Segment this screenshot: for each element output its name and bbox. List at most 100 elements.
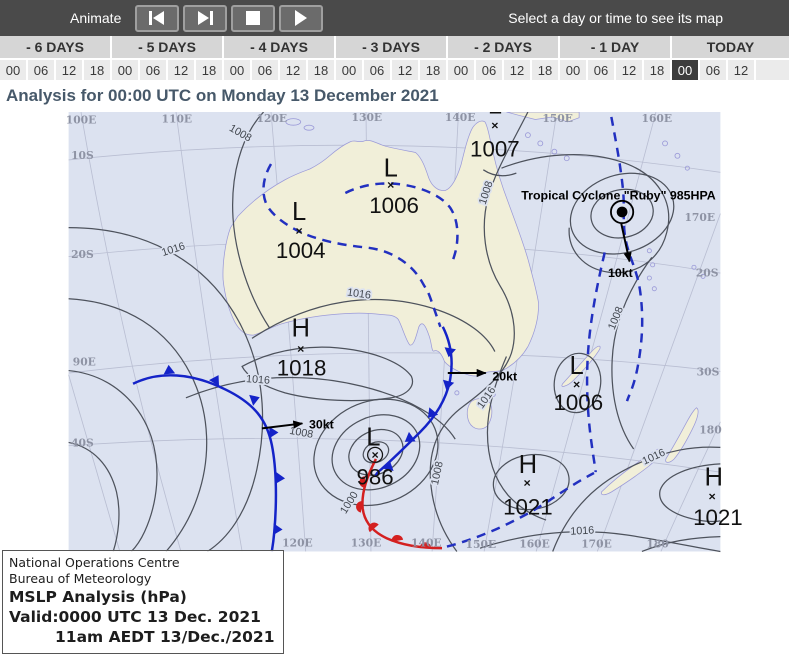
credit-line: National Operations Centre [9, 555, 180, 570]
analysis-heading-bar: Analysis for 00:00 UTC on Monday 13 Dece… [0, 80, 789, 112]
coord-label: 130E [352, 112, 383, 124]
time-cell[interactable]: 06 [588, 60, 614, 80]
time-cell[interactable]: 12 [504, 60, 530, 80]
time-cell[interactable]: 06 [28, 60, 54, 80]
time-cell[interactable]: 12 [392, 60, 418, 80]
isobars [68, 112, 721, 553]
time-cell[interactable]: 12 [56, 60, 82, 80]
time-cell[interactable]: 06 [252, 60, 278, 80]
day-header-4[interactable]: - 3 DAYS [336, 36, 446, 58]
cold-front-west [132, 374, 278, 552]
day-header-2[interactable]: - 5 DAYS [112, 36, 222, 58]
wind-arrow [620, 223, 632, 263]
cyclone-symbol [610, 199, 635, 225]
time-cell[interactable]: 06 [364, 60, 390, 80]
time-cell[interactable]: 18 [196, 60, 222, 80]
skip-to-start-button[interactable] [135, 4, 180, 32]
trough-tasman [585, 252, 606, 473]
analysis-heading: Analysis for 00:00 UTC on Monday 13 Dece… [6, 86, 439, 105]
coord-label: 160E [642, 112, 673, 125]
cold-front-southeast-triangles [383, 347, 456, 471]
time-cell[interactable]: 00 [224, 60, 250, 80]
coord-label: 130E [351, 537, 382, 550]
skip-to-end-button[interactable] [183, 4, 228, 32]
coord-label: 20S [696, 266, 719, 279]
time-cell[interactable]: 18 [532, 60, 558, 80]
day-header-7[interactable]: TODAY [672, 36, 789, 58]
coord-label: 170E [684, 211, 715, 224]
pressure-center-mark: × [371, 448, 378, 462]
wind-speed-label: 30kt [309, 417, 334, 431]
trough-south [446, 471, 595, 548]
cold-fronts [132, 326, 456, 552]
coord-label: 20S [71, 248, 94, 261]
pressure-value: 1021 [693, 505, 743, 530]
time-cell[interactable]: 00 [560, 60, 586, 80]
play-button[interactable] [279, 4, 324, 32]
time-cell[interactable]: 00 [336, 60, 362, 80]
coord-label: 180 [699, 423, 721, 436]
pressure-value: 1018 [277, 356, 327, 381]
time-cell[interactable]: 00 [112, 60, 138, 80]
lat-lon-grid [68, 112, 721, 552]
coord-label: 170E [581, 537, 612, 550]
credit-line: Valid:0000 UTC 13 Dec. 2021 [9, 608, 261, 626]
coordinate-labels: 100E 110E 120E 130E 140E 150E 160E 10S 20S 90E 40S… [66, 112, 722, 551]
mslp-analysis-map: 1008 1016 1016 1008 1000 1008 1016 1016 1008 1008… [0, 112, 789, 654]
pressure-center-mark: × [573, 378, 580, 392]
time-cell[interactable]: 06 [140, 60, 166, 80]
time-row-filler [756, 60, 789, 80]
isobar-label: 1008 [288, 425, 314, 441]
trough-inland [344, 182, 459, 262]
pressure-center-circle [367, 446, 384, 463]
stop-button[interactable] [231, 4, 276, 32]
pressure-center-mark: × [709, 489, 716, 503]
stop-icon [246, 11, 261, 25]
time-cell[interactable]: 18 [84, 60, 110, 80]
pressure-l-letter: L [292, 198, 306, 226]
pressure-value: 1021 [503, 494, 553, 519]
island-outlines [285, 118, 706, 397]
pressure-h-letter: H [705, 463, 723, 491]
wind-speed-label: 10kt [608, 266, 633, 280]
time-cell[interactable]: 06 [476, 60, 502, 80]
time-cell[interactable]: 12 [280, 60, 306, 80]
pressure-center-mark: × [297, 342, 304, 356]
pressure-l-letter: L [570, 352, 584, 380]
coord-label: 10S [71, 149, 94, 162]
trough-coral-sea [610, 116, 644, 402]
credit-line: Bureau of Meteorology [9, 571, 152, 586]
day-header-3[interactable]: - 4 DAYS [224, 36, 334, 58]
time-cell[interactable]: 12 [728, 60, 754, 80]
pressure-center-mark: × [387, 178, 394, 192]
toolbar-hint: Select a day or time to see its map [508, 10, 723, 26]
wind-speed-label: 20kt [492, 369, 517, 383]
credit-box: National Operations Centre Bureau of Mete… [2, 550, 284, 654]
pressure-h-letter: H [519, 451, 537, 479]
coord-label: 150E [466, 538, 497, 551]
day-selector-row: - 6 DAYS - 5 DAYS - 4 DAYS - 3 DAYS - 2 DAYS… [0, 36, 789, 58]
coord-label: 140E [411, 537, 442, 550]
time-cell[interactable]: 12 [616, 60, 642, 80]
time-cell[interactable]: 18 [420, 60, 446, 80]
pressure-value: 1007 [470, 137, 520, 162]
day-header-5[interactable]: - 2 DAYS [448, 36, 558, 58]
time-cell[interactable]: 18 [308, 60, 334, 80]
coord-label: 100E [66, 114, 97, 127]
day-header-6[interactable]: - 1 DAY [560, 36, 670, 58]
animation-toolbar: Animate Select a day or time to see its … [0, 0, 789, 36]
new-caledonia [561, 345, 601, 387]
time-cell-selected[interactable]: 00 [672, 60, 698, 80]
time-cell[interactable]: 06 [700, 60, 726, 80]
time-cell[interactable]: 12 [168, 60, 194, 80]
time-cell[interactable]: 18 [644, 60, 670, 80]
wind-arrow [261, 420, 304, 430]
coord-label: 160E [519, 537, 550, 550]
coord-label: 140E [445, 112, 476, 124]
trough-central [262, 163, 442, 328]
time-cell[interactable]: 00 [448, 60, 474, 80]
day-header-1[interactable]: - 6 DAYS [0, 36, 110, 58]
time-cell[interactable]: 00 [0, 60, 26, 80]
isobar-label: 1016 [570, 525, 594, 538]
nz-north-island [665, 407, 699, 463]
